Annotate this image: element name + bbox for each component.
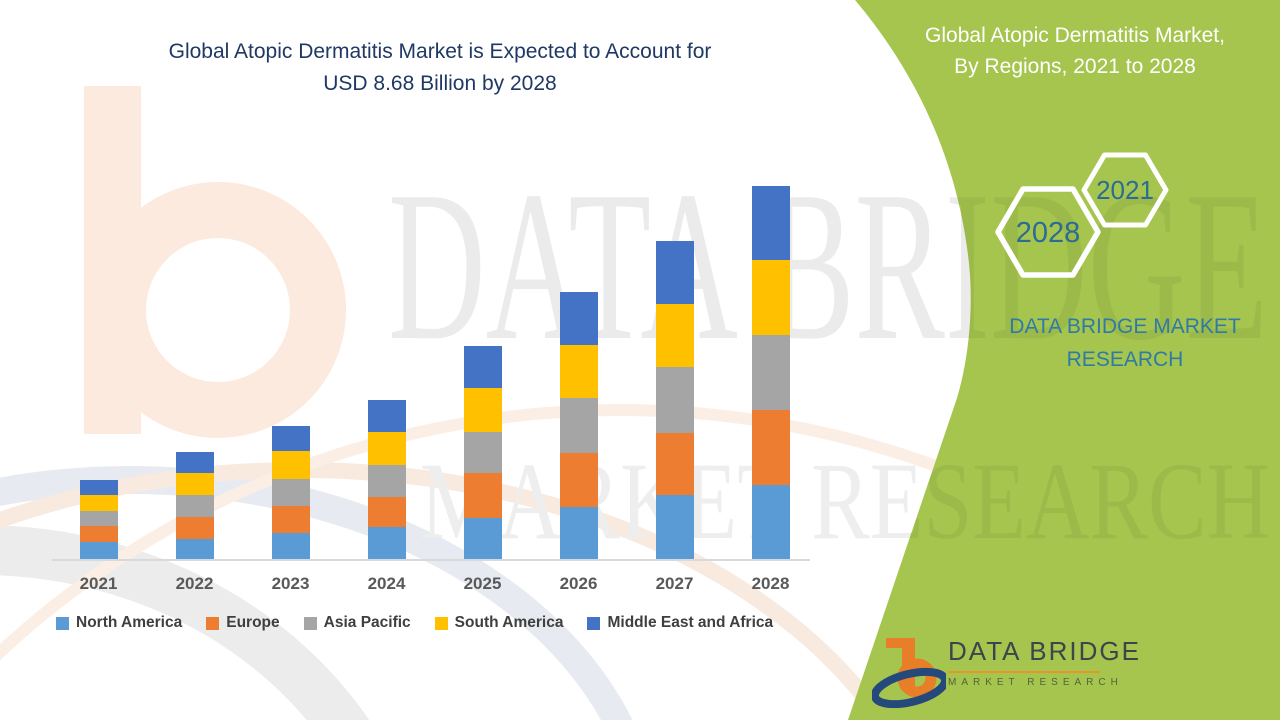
bar-segment-2028-europe — [751, 410, 790, 486]
bar-segment-2021-europe — [79, 526, 118, 543]
bar-segment-2024-north-america — [367, 526, 406, 560]
bar-segment-2028-asia-pacific — [751, 335, 790, 411]
chart-title: Global Atopic Dermatitis Market is Expec… — [60, 36, 820, 100]
hexagon-2021: 2021 — [1081, 152, 1169, 228]
legend-item-south-america: South America — [434, 614, 564, 632]
bar-segment-2022-asia-pacific — [175, 494, 214, 517]
side-panel-shape — [848, 0, 1280, 720]
bar-segment-2028-south-america — [751, 260, 790, 336]
bar-segment-2023-south-america — [271, 451, 310, 480]
legend-swatch — [587, 616, 601, 630]
bar-segment-2021-middle-east-and-africa — [79, 480, 118, 495]
legend-swatch — [206, 616, 220, 630]
bar-segment-2024-middle-east-and-africa — [367, 399, 406, 432]
bar-segment-2026-south-america — [559, 345, 598, 399]
legend-label: Europe — [226, 614, 280, 631]
legend-label: North America — [76, 614, 183, 631]
legend-label: Middle East and Africa — [607, 614, 774, 631]
bar-2022 — [175, 452, 214, 560]
x-axis-label-2027: 2027 — [655, 574, 694, 593]
hexagon-2028-label: 2028 — [1016, 217, 1081, 249]
bar-segment-2023-middle-east-and-africa — [271, 425, 310, 452]
bar-segment-2023-north-america — [271, 533, 310, 560]
bar-segment-2021-south-america — [79, 494, 118, 511]
bar-segment-2025-asia-pacific — [463, 432, 502, 474]
bar-segment-2024-south-america — [367, 431, 406, 466]
bar-2023 — [271, 425, 310, 560]
bar-segment-2024-europe — [367, 496, 406, 527]
bar-segment-2025-north-america — [463, 517, 502, 560]
watermark-b-logo-icon — [84, 86, 346, 438]
x-axis-label-2025: 2025 — [463, 574, 502, 593]
logo-rule — [948, 671, 1100, 673]
logo-subtitle-text: MARKET RESEARCH — [948, 677, 1123, 688]
chart-title-line2: USD 8.68 Billion by 2028 — [323, 72, 557, 95]
legend-swatch — [56, 616, 69, 630]
panel-brand-text: DATA BRIDGE MARKET RESEARCH — [985, 310, 1265, 376]
chart-legend: North America Europe Asia Pacific South Ame… — [56, 614, 773, 632]
x-axis-line — [52, 559, 810, 561]
x-axis-label-2021: 2021 — [79, 574, 118, 593]
bar-segment-2023-europe — [271, 506, 310, 534]
x-axis-label-2023: 2023 — [271, 574, 310, 593]
chart-title-line1: Global Atopic Dermatitis Market is Expec… — [168, 40, 712, 63]
panel-title-line1: Global Atopic Dermatitis Market, — [925, 24, 1225, 47]
hexagon-2028: 2028 — [995, 186, 1101, 278]
bar-2025 — [463, 346, 502, 560]
legend-item-asia-pacific: Asia Pacific — [303, 614, 411, 632]
x-axis-label-2022: 2022 — [175, 574, 214, 593]
bar-segment-2027-europe — [655, 432, 694, 495]
legend-label: Asia Pacific — [323, 614, 411, 631]
legend-swatch — [303, 616, 317, 630]
company-logo-icon — [872, 638, 946, 708]
legend-item-north-america: North America — [56, 614, 182, 632]
company-logo: DATA BRIDGE MARKET RESEARCH — [872, 626, 1141, 712]
bar-segment-2023-asia-pacific — [271, 479, 310, 507]
legend-label: South America — [454, 614, 564, 631]
bar-segment-2026-middle-east-and-africa — [559, 291, 598, 346]
bar-segment-2021-asia-pacific — [79, 510, 118, 527]
bar-segment-2027-asia-pacific — [655, 367, 694, 433]
hexagon-2021-label: 2021 — [1096, 175, 1154, 205]
bar-2026 — [559, 291, 598, 560]
svg-text:MARKET RESEARCH: MARKET RESEARCH — [420, 440, 1270, 562]
bar-segment-2026-asia-pacific — [559, 398, 598, 454]
bar-segment-2022-middle-east-and-africa — [175, 452, 214, 473]
bar-segment-2021-north-america — [79, 542, 118, 560]
bar-segment-2024-asia-pacific — [367, 465, 406, 497]
legend-item-middle-east-and-africa: Middle East and Africa — [587, 614, 773, 632]
bar-segment-2027-middle-east-and-africa — [655, 240, 694, 304]
panel-brand-line1: DATA BRIDGE MARKET — [1009, 315, 1241, 338]
bar-2027 — [655, 240, 694, 560]
bar-segment-2025-middle-east-and-africa — [463, 346, 502, 389]
logo-b-icon — [872, 638, 946, 708]
x-axis-label-2024: 2024 — [367, 574, 406, 593]
panel-title-line2: By Regions, 2021 to 2028 — [954, 55, 1196, 78]
bar-segment-2027-north-america — [655, 494, 694, 560]
x-axis-label-2026: 2026 — [559, 574, 598, 593]
bar-segment-2028-north-america — [751, 485, 790, 560]
bar-segment-2026-north-america — [559, 507, 598, 560]
panel-title: Global Atopic Dermatitis Market, By Regi… — [880, 20, 1270, 82]
bar-segment-2022-europe — [175, 516, 214, 539]
bar-segment-2022-north-america — [175, 538, 214, 560]
bar-2028 — [751, 185, 790, 560]
legend-item-europe: Europe — [206, 614, 280, 632]
bar-segment-2026-europe — [559, 453, 598, 507]
legend-swatch — [434, 616, 448, 630]
panel-brand-line2: RESEARCH — [1066, 348, 1184, 371]
bar-segment-2028-middle-east-and-africa — [751, 185, 790, 261]
bar-segment-2025-europe — [463, 473, 502, 518]
x-axis-label-2028: 2028 — [751, 574, 790, 593]
bar-2024 — [367, 399, 406, 560]
bar-segment-2025-south-america — [463, 388, 502, 433]
bar-2021 — [79, 480, 118, 560]
hexagon-badges: 2021 2028 — [995, 152, 1169, 278]
bar-segment-2022-south-america — [175, 472, 214, 495]
logo-name-text: DATA BRIDGE — [948, 636, 1141, 666]
bar-segment-2027-south-america — [655, 303, 694, 368]
